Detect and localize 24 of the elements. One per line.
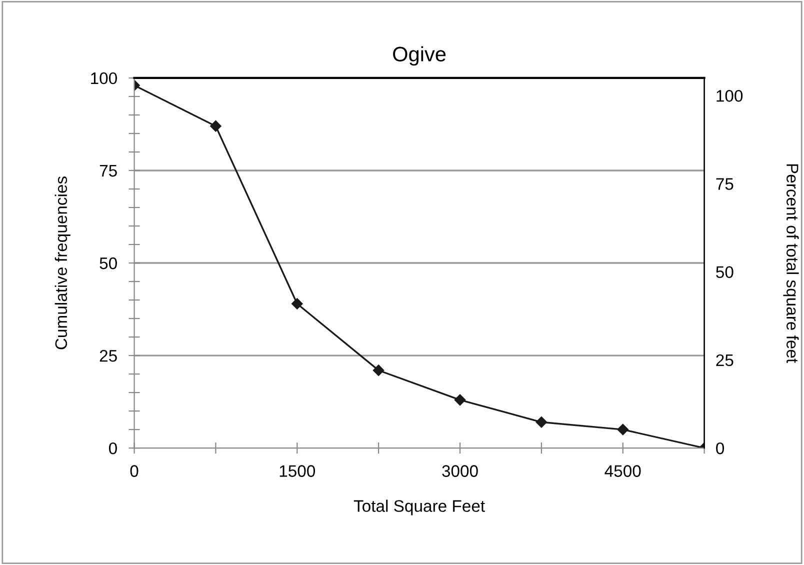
y-axis-title: Cumulative frequencies [54,176,70,350]
y-tick-label: 50 [100,257,117,270]
point [372,364,384,376]
y2-tick-label: 0 [716,442,724,454]
x-tick-label: 3000 [442,465,478,477]
x-tick-label: 4500 [604,465,641,477]
y2-tick-label: 25 [716,354,734,366]
point [210,120,222,132]
point [292,298,303,310]
y-tick-label: 0 [108,442,117,454]
y-tick-label: 100 [91,72,117,84]
x-axis-title: Total Square Feet [354,500,485,516]
y2-axis-title: Percent of total square feet [783,164,799,363]
y2-tick-label: 75 [716,178,734,190]
point [617,424,628,436]
y-tick-label: 75 [100,165,117,177]
y2-tick-label: 50 [716,266,734,278]
y-tick-label: 25 [100,350,117,362]
x-tick-label: 0 [130,465,138,477]
point [536,416,548,428]
point [454,394,466,406]
x-tick-label: 1500 [280,465,316,477]
y2-tick-label: 100 [716,90,743,102]
chart-title: Ogive [393,46,446,66]
